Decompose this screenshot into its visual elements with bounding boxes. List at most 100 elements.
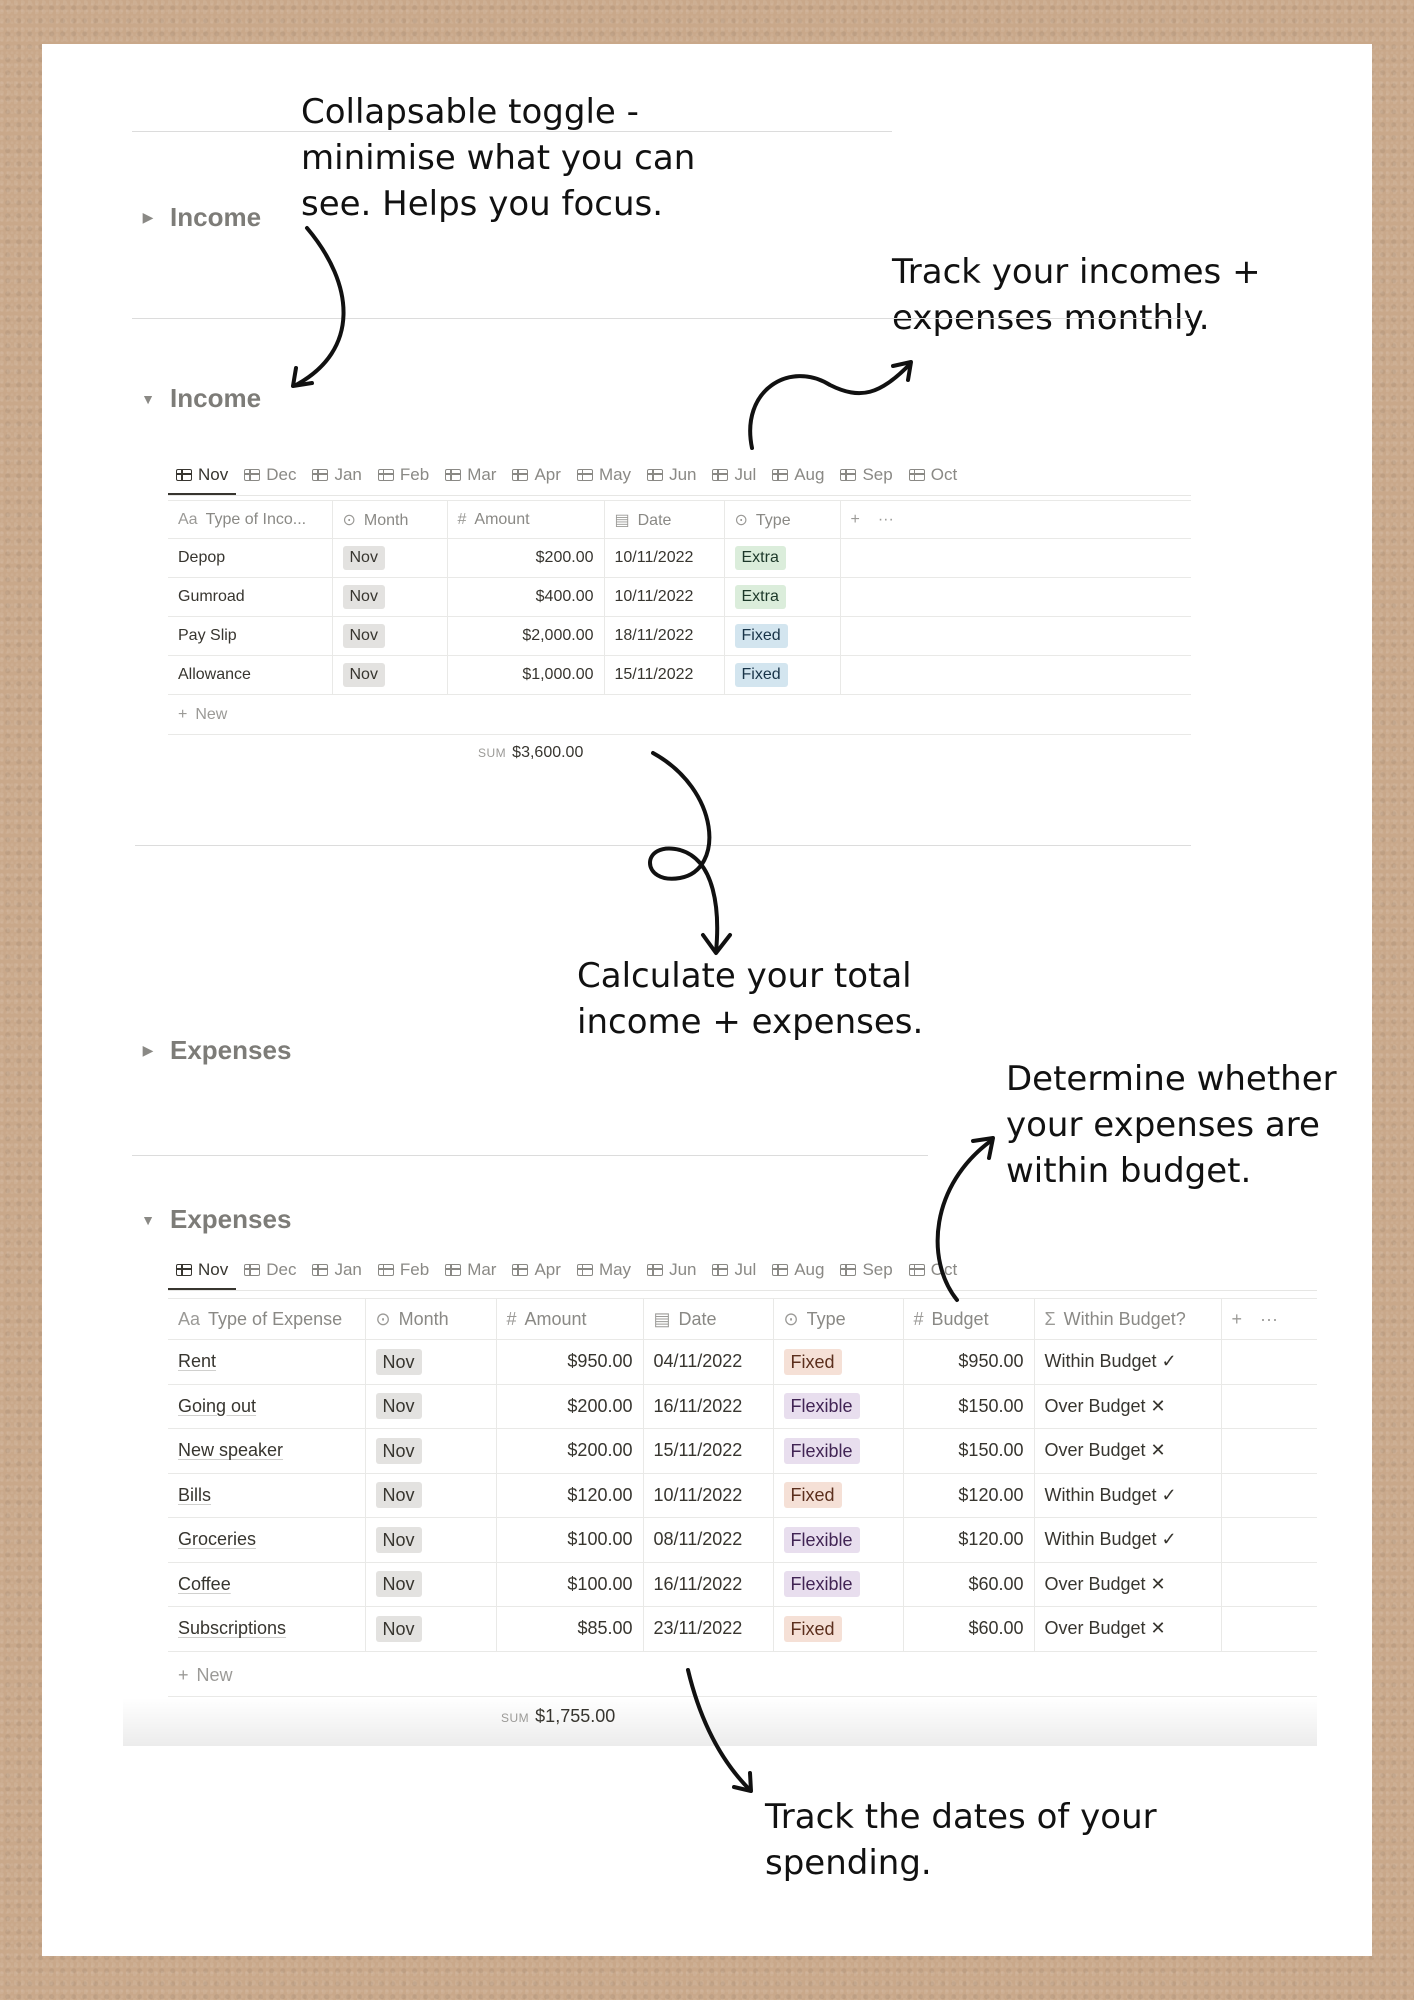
row-amount[interactable]: $2,000.00 — [447, 616, 605, 656]
tab-may[interactable]: May — [569, 1260, 639, 1290]
row-date[interactable]: 10/11/2022 — [604, 577, 725, 617]
column-header-amount[interactable]: # Amount — [447, 500, 605, 539]
row-date[interactable]: 23/11/2022 — [643, 1606, 774, 1652]
tab-oct[interactable]: Oct — [901, 465, 965, 495]
row-month[interactable]: Nov — [365, 1428, 497, 1474]
row-amount[interactable]: $120.00 — [496, 1472, 644, 1518]
row-month[interactable]: Nov — [365, 1606, 497, 1652]
column-header-type[interactable]: ⊙ Type — [773, 1298, 904, 1340]
row-type[interactable]: Fixed — [724, 616, 841, 656]
row-budget[interactable]: $120.00 — [903, 1472, 1035, 1518]
row-type[interactable]: Flexible — [773, 1517, 904, 1563]
tab-feb[interactable]: Feb — [370, 465, 437, 495]
tab-jul[interactable]: Jul — [704, 1260, 764, 1290]
row-type[interactable]: Fixed — [773, 1606, 904, 1652]
table-row[interactable]: Bills Nov $120.00 10/11/2022 Fixed $120.00 Wit… — [168, 1472, 1317, 1518]
tab-jan[interactable]: Jan — [304, 465, 369, 495]
row-type[interactable]: Flexible — [773, 1428, 904, 1474]
column-header-within-budget[interactable]: Σ Within Budget? — [1034, 1298, 1222, 1340]
row-amount[interactable]: $1,000.00 — [447, 655, 605, 695]
row-month[interactable]: Nov — [332, 616, 448, 656]
column-header-month[interactable]: ⊙ Month — [332, 500, 448, 539]
column-header-amount[interactable]: # Amount — [496, 1298, 644, 1340]
row-month[interactable]: Nov — [332, 538, 448, 578]
column-header-name[interactable]: Aa Type of Inco... — [168, 500, 333, 539]
tab-apr[interactable]: Apr — [504, 465, 568, 495]
row-budget[interactable]: $60.00 — [903, 1606, 1035, 1652]
triangle-right-icon[interactable]: ▶ — [142, 1042, 154, 1058]
row-type[interactable]: Fixed — [773, 1339, 904, 1385]
row-budget[interactable]: $150.00 — [903, 1383, 1035, 1429]
triangle-down-icon[interactable]: ▼ — [141, 390, 155, 407]
more-options-icon[interactable]: ··· — [877, 510, 894, 528]
tab-feb[interactable]: Feb — [370, 1260, 437, 1290]
row-date[interactable]: 16/11/2022 — [643, 1383, 774, 1429]
row-date[interactable]: 04/11/2022 — [643, 1339, 774, 1385]
row-name[interactable]: Subscriptions — [168, 1606, 366, 1652]
row-amount[interactable]: $200.00 — [447, 538, 605, 578]
row-name[interactable]: Rent — [168, 1339, 366, 1385]
row-budget[interactable]: $950.00 — [903, 1339, 1035, 1385]
row-amount[interactable]: $85.00 — [496, 1606, 644, 1652]
table-row[interactable]: New speaker Nov $200.00 15/11/2022 Flexible $… — [168, 1428, 1317, 1474]
row-type[interactable]: Fixed — [773, 1472, 904, 1518]
column-header-type[interactable]: ⊙ Type — [724, 500, 841, 539]
column-header-date[interactable]: ▤ Date — [643, 1298, 774, 1340]
row-name[interactable]: Gumroad — [168, 577, 333, 617]
add-column-button[interactable]: + — [850, 510, 860, 528]
tab-jan[interactable]: Jan — [304, 1260, 369, 1290]
row-date[interactable]: 18/11/2022 — [604, 616, 725, 656]
table-row[interactable]: Subscriptions Nov $85.00 23/11/2022 Fixed $60… — [168, 1606, 1317, 1652]
triangle-down-icon[interactable]: ▼ — [141, 1211, 155, 1228]
row-type[interactable]: Flexible — [773, 1561, 904, 1607]
row-name[interactable]: New speaker — [168, 1428, 366, 1474]
column-header-date[interactable]: ▤ Date — [604, 500, 725, 539]
row-date[interactable]: 10/11/2022 — [643, 1472, 774, 1518]
add-column-button[interactable]: + — [1231, 1308, 1243, 1329]
column-header-name[interactable]: Aa Type of Expense — [168, 1298, 366, 1340]
row-name[interactable]: Pay Slip — [168, 616, 333, 656]
tab-may[interactable]: May — [569, 465, 639, 495]
tab-mar[interactable]: Mar — [437, 1260, 504, 1290]
expenses-new-row-button[interactable]: + New — [168, 1655, 1317, 1697]
tab-dec[interactable]: Dec — [236, 465, 304, 495]
row-type[interactable]: Extra — [724, 538, 841, 578]
row-name[interactable]: Groceries — [168, 1517, 366, 1563]
row-budget[interactable]: $150.00 — [903, 1428, 1035, 1474]
table-row[interactable]: Pay Slip Nov $2,000.00 18/11/2022 Fixed — [168, 616, 1191, 656]
row-amount[interactable]: $950.00 — [496, 1339, 644, 1385]
more-options-icon[interactable]: ··· — [1260, 1308, 1278, 1329]
tab-aug[interactable]: Aug — [764, 1260, 832, 1290]
row-amount[interactable]: $200.00 — [496, 1428, 644, 1474]
row-month[interactable]: Nov — [365, 1383, 497, 1429]
row-date[interactable]: 15/11/2022 — [604, 655, 725, 695]
expenses-toggle-expanded[interactable]: ▼ Expenses — [140, 1204, 291, 1235]
column-header-budget[interactable]: # Budget — [903, 1298, 1035, 1340]
row-amount[interactable]: $100.00 — [496, 1561, 644, 1607]
income-new-row-button[interactable]: + New — [168, 696, 1191, 735]
tab-nov[interactable]: Nov — [168, 465, 237, 495]
table-row[interactable]: Groceries Nov $100.00 08/11/2022 Flexible $12… — [168, 1517, 1317, 1563]
row-name[interactable]: Going out — [168, 1383, 366, 1429]
tab-oct[interactable]: Oct — [901, 1260, 965, 1290]
table-row[interactable]: Coffee Nov $100.00 16/11/2022 Flexible $60.00… — [168, 1561, 1317, 1607]
row-type[interactable]: Extra — [724, 577, 841, 617]
tab-sep[interactable]: Sep — [832, 1260, 900, 1290]
tab-sep[interactable]: Sep — [832, 465, 900, 495]
row-month[interactable]: Nov — [365, 1339, 497, 1385]
table-row[interactable]: Allowance Nov $1,000.00 15/11/2022 Fixed — [168, 655, 1191, 695]
tab-mar[interactable]: Mar — [437, 465, 504, 495]
income-toggle-expanded[interactable]: ▼ Income — [140, 383, 261, 414]
row-type[interactable]: Fixed — [724, 655, 841, 695]
tab-jun[interactable]: Jun — [639, 465, 704, 495]
row-month[interactable]: Nov — [332, 655, 448, 695]
row-budget[interactable]: $60.00 — [903, 1561, 1035, 1607]
row-month[interactable]: Nov — [365, 1517, 497, 1563]
row-date[interactable]: 15/11/2022 — [643, 1428, 774, 1474]
tab-dec[interactable]: Dec — [236, 1260, 304, 1290]
tab-nov[interactable]: Nov — [168, 1260, 237, 1290]
row-date[interactable]: 08/11/2022 — [643, 1517, 774, 1563]
column-header-month[interactable]: ⊙ Month — [365, 1298, 497, 1340]
tab-jul[interactable]: Jul — [704, 465, 764, 495]
income-toggle-collapsed[interactable]: ▶ Income — [140, 202, 261, 233]
